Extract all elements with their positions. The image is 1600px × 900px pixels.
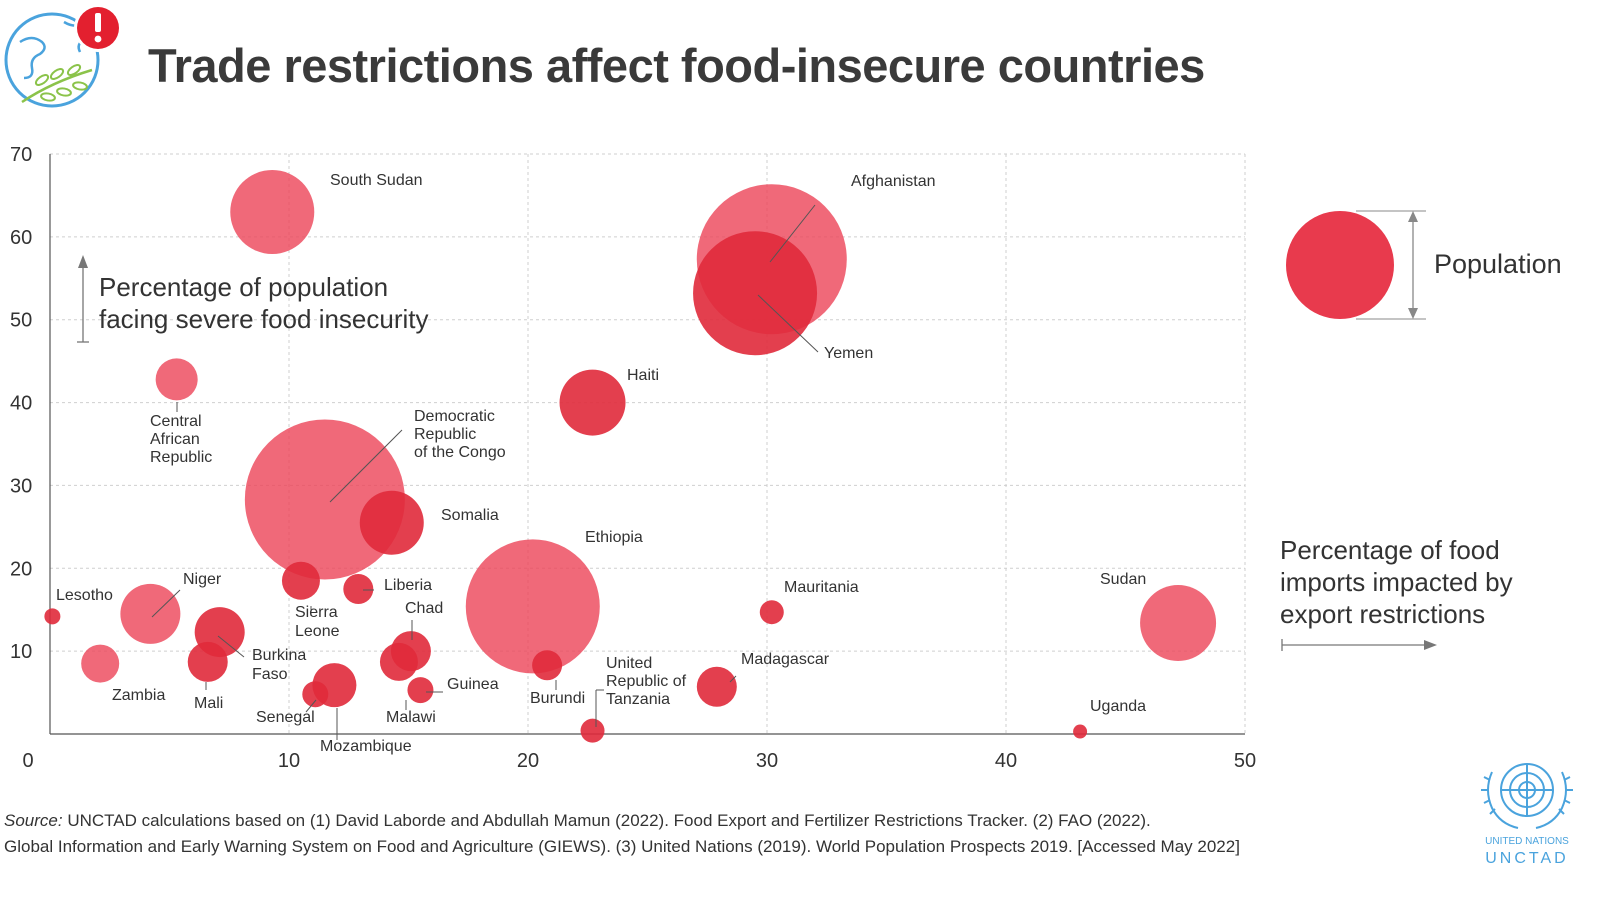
label-drc-2: Republic xyxy=(414,426,476,443)
x-axis-title-line2: imports impacted by xyxy=(1280,567,1513,597)
bubble-ethiopia xyxy=(465,539,600,674)
label-madagascar: Madagascar xyxy=(741,651,830,668)
bubble-burundi xyxy=(532,650,563,681)
leader-lines xyxy=(151,204,819,740)
bubble-somalia xyxy=(359,490,424,555)
bubble-mali xyxy=(187,641,228,682)
y-axis-title-line1: Percentage of population xyxy=(99,272,388,302)
label-niger: Niger xyxy=(183,571,222,588)
bubble-madagascar xyxy=(696,666,737,707)
leader-line xyxy=(757,294,819,353)
bubble-guinea xyxy=(407,677,434,704)
label-sierra-1: Sierra xyxy=(295,604,338,621)
label-south-sudan: South Sudan xyxy=(330,172,423,189)
y-tick-label: 40 xyxy=(10,393,32,415)
exclamation-alert-icon xyxy=(77,7,119,49)
x-tick-label: 10 xyxy=(278,750,300,772)
label-lesotho: Lesotho xyxy=(56,587,113,604)
un-line-1: UNITED NATIONS xyxy=(1485,836,1569,847)
leader-line xyxy=(305,699,317,713)
bubble-central-african-republic xyxy=(155,358,198,401)
source-line-2: Global Information and Early Warning Sys… xyxy=(4,837,1240,856)
un-line-2: UNCTAD xyxy=(1485,850,1568,867)
label-mozambique: Mozambique xyxy=(320,738,412,755)
x-axis-title-line1: Percentage of food xyxy=(1280,535,1500,565)
leader-line xyxy=(329,429,403,503)
bubble-south-sudan xyxy=(230,170,315,254)
x-tick-label: 40 xyxy=(995,750,1017,772)
leader-line xyxy=(217,635,245,658)
y-tick-label: 20 xyxy=(10,558,32,580)
bubble-yemen xyxy=(693,231,818,356)
y-tick-label: 70 xyxy=(10,144,32,166)
chart-bubbles xyxy=(44,170,1217,743)
legend-label: Population xyxy=(1434,249,1562,279)
label-chad: Chad xyxy=(405,600,443,617)
x-tick-label: 0 xyxy=(22,750,33,772)
label-guinea: Guinea xyxy=(447,676,499,693)
x-axis-title: Percentage of food imports impacted by e… xyxy=(1280,535,1513,651)
axis-ticks: 10 20 30 40 50 60 70 0 10 20 30 40 50 xyxy=(10,144,1256,772)
label-drc-1: Democratic xyxy=(414,408,495,425)
bubble-senegal xyxy=(302,681,329,708)
label-drc-3: of the Congo xyxy=(414,444,506,461)
bubble-liberia xyxy=(343,574,374,604)
y-axis-title: Percentage of population facing severe f… xyxy=(77,255,429,343)
label-ethiopia: Ethiopia xyxy=(585,529,643,546)
y-tick-label: 30 xyxy=(10,475,32,497)
y-tick-label: 50 xyxy=(10,310,32,332)
page-title: Trade restrictions affect food-insecure … xyxy=(148,39,1205,92)
bubble-sierra-leone xyxy=(281,561,320,600)
label-burkina-2: Faso xyxy=(252,666,288,683)
leader-line xyxy=(151,589,181,618)
bubble-sudan xyxy=(1140,584,1217,661)
label-afghanistan: Afghanistan xyxy=(851,173,936,190)
label-sudan: Sudan xyxy=(1100,571,1146,588)
label-tanzania-3: Tanzania xyxy=(606,691,670,708)
label-burkina-1: Burkina xyxy=(252,647,306,664)
label-car-3: Republic xyxy=(150,449,212,466)
label-tanzania-1: United xyxy=(606,655,652,672)
label-malawi: Malawi xyxy=(386,709,436,726)
leader-line xyxy=(729,675,737,683)
label-yemen: Yemen xyxy=(824,345,873,362)
label-car-1: Central xyxy=(150,413,202,430)
legend-bubble xyxy=(1286,211,1394,319)
y-axis-title-line2: facing severe food insecurity xyxy=(99,304,429,334)
source-note: Source: UNCTAD calculations based on (1)… xyxy=(4,808,1240,860)
x-axis-title-line3: export restrictions xyxy=(1280,599,1485,629)
label-burundi: Burundi xyxy=(530,690,585,707)
bubble-mauritania xyxy=(759,600,784,625)
un-emblem-icon: UNITED NATIONS UNCTAD xyxy=(1481,763,1573,867)
bubble-united-republic-of-tanzania xyxy=(580,718,605,743)
x-tick-label: 20 xyxy=(517,750,539,772)
bubble-niger xyxy=(120,583,181,644)
x-tick-label: 50 xyxy=(1234,750,1256,772)
label-tanzania-2: Republic of xyxy=(606,673,687,690)
source-label: Source: xyxy=(4,811,63,830)
label-senegal: Senegal xyxy=(256,709,315,726)
bubble-malawi xyxy=(379,642,418,681)
bubble-lesotho xyxy=(44,608,61,625)
leader-line xyxy=(769,204,816,263)
bubble-uganda xyxy=(1073,724,1088,739)
bubble-zambia xyxy=(81,644,120,683)
bubble-haiti xyxy=(559,369,626,436)
label-liberia: Liberia xyxy=(384,577,432,594)
label-sierra-2: Leone xyxy=(295,623,340,640)
y-tick-label: 60 xyxy=(10,227,32,249)
size-legend: Population xyxy=(1286,210,1562,320)
label-mauritania: Mauritania xyxy=(784,579,859,596)
y-tick-label: 10 xyxy=(10,641,32,663)
label-uganda: Uganda xyxy=(1090,698,1146,715)
x-tick-label: 30 xyxy=(756,750,778,772)
globe-leaves-icon xyxy=(4,4,122,108)
label-zambia: Zambia xyxy=(112,687,165,704)
label-car-2: African xyxy=(150,431,200,448)
source-line-1: UNCTAD calculations based on (1) David L… xyxy=(62,811,1151,830)
label-haiti: Haiti xyxy=(627,367,659,384)
label-somalia: Somalia xyxy=(441,507,499,524)
label-mali: Mali xyxy=(194,695,223,712)
